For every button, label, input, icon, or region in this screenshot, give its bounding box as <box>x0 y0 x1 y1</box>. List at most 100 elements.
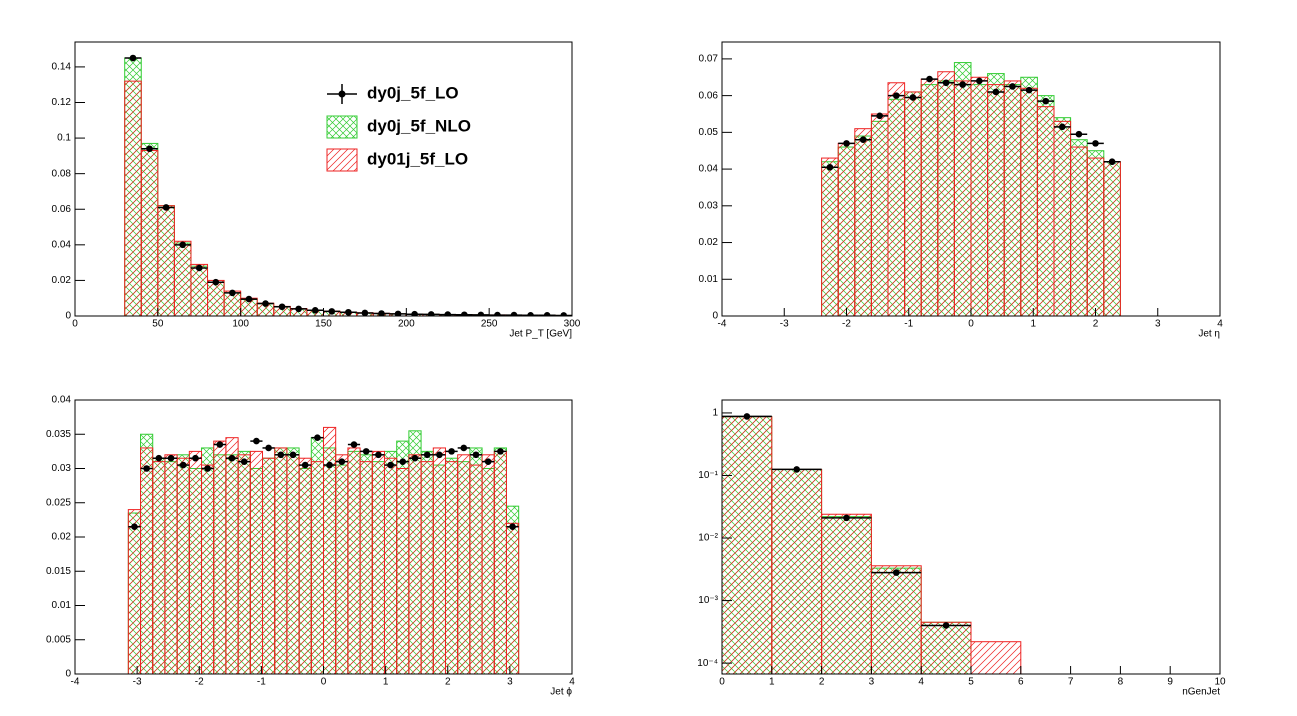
y-tick-label: 0.04 <box>52 239 72 250</box>
x-tick-label: -1 <box>904 319 913 330</box>
data-point <box>436 451 443 459</box>
hist-bin <box>1103 161 1121 316</box>
hist-bin <box>854 128 872 316</box>
x-tick-label: 0 <box>72 319 78 330</box>
x-tick-label: 1 <box>769 677 775 688</box>
y-tick-label: 0.04 <box>699 164 719 175</box>
data-point <box>494 311 501 316</box>
hist-bin <box>870 113 889 316</box>
panel: -4 -3 -2 -1 0 1 2 3 4 0 0.005 0.01 0.015 0.02 0.025 0.0… <box>46 395 575 698</box>
data-point <box>204 465 211 472</box>
hist-bin <box>420 461 434 674</box>
data-point <box>311 307 319 314</box>
hist-bin <box>140 150 159 316</box>
data-point <box>793 466 800 473</box>
x-tick-label: 8 <box>1118 677 1124 688</box>
x-tick-label: 300 <box>564 319 581 330</box>
data-point <box>497 448 504 455</box>
data-point <box>289 451 297 459</box>
x-tick-label: 2 <box>445 677 451 688</box>
y-tick-label: 0.025 <box>46 497 71 508</box>
data-point <box>229 289 236 297</box>
data-point <box>743 413 751 420</box>
data-point <box>301 461 309 469</box>
legend-swatch <box>326 148 358 172</box>
hist-bin <box>213 440 227 674</box>
data-point <box>942 622 950 629</box>
hist-bin <box>837 142 856 316</box>
x-tick-label: 4 <box>569 677 575 688</box>
data-point <box>278 303 286 311</box>
y-tick-label: 0.06 <box>52 204 72 215</box>
data-point <box>926 75 933 83</box>
panel: -4 -3 -2 -1 0 1 2 3 4 0 0.01 0.02 0.03 0.04 0.05 0.06 0.… <box>699 41 1223 340</box>
x-tick-label: 9 <box>1167 677 1173 688</box>
data-point <box>143 465 150 472</box>
data-point <box>361 309 369 316</box>
y-tick-label: 0.005 <box>46 634 71 645</box>
legend-marker <box>338 90 346 98</box>
hist-bin <box>347 447 361 674</box>
hist-bin <box>432 447 446 674</box>
hist-bin <box>371 450 385 674</box>
data-point <box>448 448 455 455</box>
data-point <box>484 458 492 465</box>
hist-bin <box>173 240 192 316</box>
data-point <box>245 295 253 303</box>
hist-bin <box>1020 87 1038 316</box>
legend-label: dy0j_5f_LO <box>367 83 459 102</box>
data-point <box>345 308 352 316</box>
x-tick-label: -4 <box>718 319 727 330</box>
plot-area <box>722 413 1022 674</box>
hist-bin <box>298 457 312 674</box>
x-tick-label: 4 <box>1217 319 1223 330</box>
data-point <box>893 92 900 99</box>
data-point <box>427 311 435 316</box>
data-point <box>155 454 163 462</box>
hist-bin <box>821 157 839 316</box>
x-tick-label: 3 <box>869 677 875 688</box>
data-point <box>909 94 917 101</box>
data-point <box>240 458 248 465</box>
data-point <box>843 514 850 522</box>
x-tick-label: -3 <box>133 677 142 688</box>
data-point <box>253 437 260 445</box>
data-point <box>859 136 867 143</box>
x-tick-label: 2 <box>819 677 825 688</box>
hist-bin <box>821 513 872 674</box>
x-tick-label: 100 <box>232 319 249 330</box>
data-point <box>510 311 518 316</box>
x-tick-label: 0 <box>719 677 725 688</box>
hist-bin <box>937 71 955 316</box>
data-point <box>162 204 170 211</box>
y-tick-label: 0 <box>712 311 718 322</box>
x-tick-label: 50 <box>152 319 164 330</box>
hist-bin <box>1003 80 1022 316</box>
x-tick-label: 3 <box>1155 319 1161 330</box>
y-tick-label: 0.05 <box>699 127 719 138</box>
hist-bin <box>987 84 1005 316</box>
hist-bin <box>771 468 823 674</box>
y-tick-label: 0.06 <box>699 90 719 101</box>
hist-bin <box>286 454 300 674</box>
data-point <box>338 458 346 465</box>
hist-bin <box>1086 157 1105 316</box>
data-point <box>328 308 336 315</box>
y-tick-label: 0.03 <box>52 463 72 474</box>
hist-bin <box>469 464 483 674</box>
hist-bin <box>1053 120 1072 316</box>
data-point <box>179 461 187 469</box>
hist-bin <box>493 450 507 674</box>
x-tick-label: 7 <box>1068 677 1074 688</box>
data-point <box>387 461 394 469</box>
y-tick-label: 0 <box>65 669 71 680</box>
x-tick-label: 3 <box>507 677 513 688</box>
data-point <box>1108 158 1116 166</box>
x-axis-label: Jet P_T [GeV] <box>509 329 572 340</box>
hist-bin <box>152 461 166 674</box>
data-point <box>192 454 199 462</box>
data-point <box>228 454 236 462</box>
hist-bin <box>970 76 989 316</box>
data-point <box>195 264 203 272</box>
hist-bin <box>920 78 939 316</box>
